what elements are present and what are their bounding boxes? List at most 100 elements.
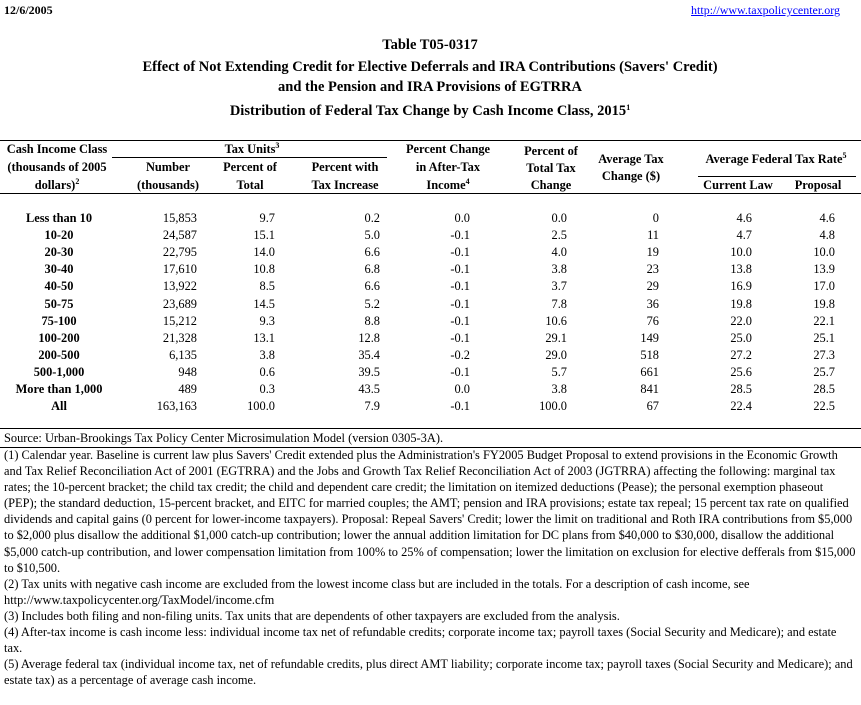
cell: 21,328 [162,330,197,345]
cell: 28.5 [730,382,752,396]
cell: -0.1 [450,296,470,311]
row-label: Less than 10 [25,211,93,225]
cell: 3.8 [259,347,276,362]
column-header: Average Tax [598,153,664,165]
cell: -0.1 [450,279,470,294]
column-header-text: Tax Increase [311,178,379,192]
cell: 12.8 [358,330,380,345]
cell: 25.1 [813,330,835,345]
cell: 8.5 [259,279,276,294]
cell: 29 [646,279,659,294]
cell: 27.2 [730,347,752,362]
cell: 3.8 [551,382,568,396]
cell: 22.1 [813,313,835,328]
subtitle: Distribution of Federal Tax Change by Ca… [230,104,630,119]
cell: 3.8 [551,262,568,277]
title-line: Effect of Not Extending Credit for Elect… [142,59,718,75]
row-label: 200-500 [38,347,80,362]
cell: 15,853 [162,211,197,225]
cell: -0.1 [450,245,470,260]
cell: 4.8 [819,228,836,243]
cell: 100.0 [539,399,567,414]
cell: 0 [652,211,659,225]
cell: -0.2 [450,347,470,362]
cell: 10.6 [545,313,567,328]
cell: 489 [178,382,197,396]
cell: 25.7 [813,364,835,379]
group-header: Tax Units3 [225,141,280,156]
source: Source: Urban-Brookings Tax Policy Cente… [4,431,444,445]
cell: -0.1 [450,330,470,345]
column-header-text: Percent with [311,160,379,174]
column-header: Income4 [426,177,470,192]
cell: 29.0 [545,347,567,362]
column-header: Number [146,161,190,173]
cell: 22,795 [162,245,197,260]
cell: 43.5 [358,382,380,396]
row-label: 50-75 [44,296,74,311]
group-header-text: Average Federal Tax Rate [705,152,843,166]
cell: 13,922 [162,279,197,294]
cell: 9.7 [259,211,276,225]
cell: 4.6 [819,211,836,225]
cell: 22.4 [730,399,752,414]
cell: 28.5 [813,382,835,396]
cell: 11 [647,228,659,243]
column-header-text: Percent of [223,160,277,174]
cell: -0.1 [450,364,470,379]
cell: 14.5 [253,296,275,311]
url-link[interactable]: http://www.taxpolicycenter.org [691,3,840,17]
cell: 6.6 [364,279,381,294]
cell: 13.9 [813,262,835,277]
subtitle-text: Distribution of Federal Tax Change by Ca… [229,103,627,119]
cell: 19 [646,245,659,260]
footnote-ref: 3 [275,141,280,150]
cell: 14.0 [253,245,275,260]
cell: 15,212 [162,313,197,328]
column-header: Cash Income Class [7,143,108,155]
column-header: Change ($) [602,170,660,182]
column-header-text: Current Law [703,178,773,192]
cell: 67 [646,399,659,414]
date: 12/6/2005 [4,3,53,17]
cell: 23,689 [162,296,197,311]
group-header: Average Federal Tax Rate5 [705,152,846,166]
cell: 7.9 [364,399,381,414]
footnote-ref: 4 [465,177,470,186]
cell: 15.1 [253,228,275,243]
cell: 841 [640,382,659,396]
cell: 22.5 [813,399,835,414]
rule [0,193,861,194]
cell: 17.0 [813,279,835,294]
column-header: Percent with [312,161,379,173]
cell: 25.6 [730,364,752,379]
note: (2) Tax units with negative cash income … [4,576,750,607]
row-label: 10-20 [44,228,74,243]
cell: 100.0 [247,399,275,414]
column-header: Total Tax [526,162,575,174]
rule [112,157,387,158]
column-header-text: (thousands) [137,178,199,192]
notes: (1) Calendar year. Baseline is current l… [4,447,856,688]
cell: 6.6 [364,245,381,260]
column-header-text: Percent of [524,144,578,158]
cell: 13.8 [730,262,752,277]
row-label: 100-200 [38,330,80,345]
cell: 29.1 [545,330,567,345]
note: (3) Includes both filing and non-filing … [4,608,620,623]
column-header: (thousands) [137,179,199,191]
column-header: (thousands of 2005 [7,161,106,173]
cell: -0.1 [450,262,470,277]
cell: 149 [640,330,659,345]
table-id: Table T05-0317 [382,37,478,53]
rule [0,140,861,141]
cell: 3.7 [551,279,568,294]
cell: 10.0 [730,245,752,260]
cell: 13.1 [253,330,275,345]
cell: 76 [646,313,659,328]
column-header-text: Change ($) [601,169,661,183]
column-header-text: Average Tax [598,152,664,166]
cell: 35.4 [358,347,380,362]
column-header: in After-Tax [416,161,480,173]
cell: 19.8 [730,296,752,311]
